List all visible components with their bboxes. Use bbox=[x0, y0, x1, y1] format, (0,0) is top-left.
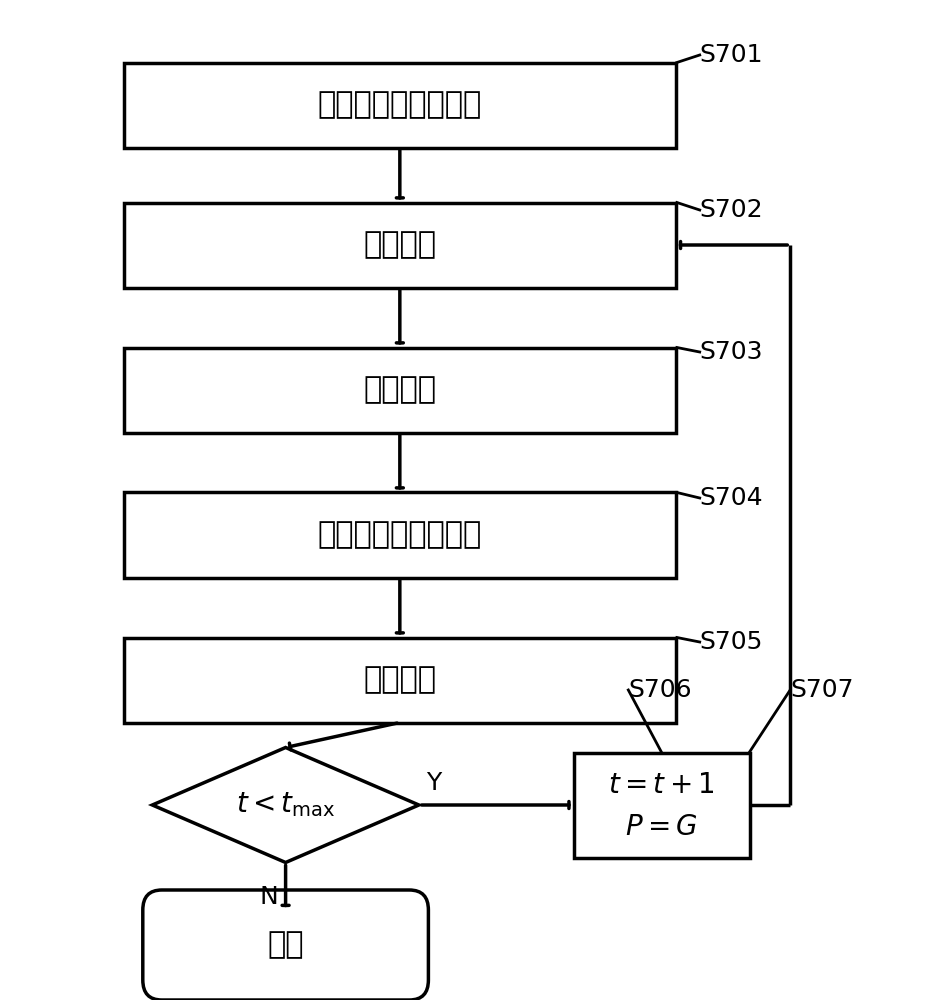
FancyBboxPatch shape bbox=[124, 492, 676, 577]
Text: 初始化遗传算法种群: 初始化遗传算法种群 bbox=[318, 91, 482, 119]
Text: 结束: 结束 bbox=[268, 930, 304, 960]
Text: 交叉变异: 交叉变异 bbox=[364, 231, 436, 259]
Text: S705: S705 bbox=[700, 630, 764, 654]
Text: S706: S706 bbox=[628, 678, 692, 702]
Text: $P = G$: $P = G$ bbox=[625, 813, 698, 841]
Text: 个体优选: 个体优选 bbox=[364, 666, 436, 694]
Text: S707: S707 bbox=[790, 678, 854, 702]
Text: N: N bbox=[259, 884, 278, 908]
FancyBboxPatch shape bbox=[124, 348, 676, 432]
Text: $t = t+1$: $t = t+1$ bbox=[608, 771, 715, 799]
FancyBboxPatch shape bbox=[573, 752, 749, 857]
FancyBboxPatch shape bbox=[124, 62, 676, 147]
Text: S702: S702 bbox=[700, 198, 764, 222]
Text: S704: S704 bbox=[700, 486, 764, 510]
FancyBboxPatch shape bbox=[143, 890, 428, 1000]
FancyBboxPatch shape bbox=[124, 202, 676, 288]
Text: $t < t_{\rm max}$: $t < t_{\rm max}$ bbox=[236, 791, 335, 819]
Text: 合并种群: 合并种群 bbox=[364, 375, 436, 404]
Text: 获取个体圆模型参数: 获取个体圆模型参数 bbox=[318, 520, 482, 550]
Polygon shape bbox=[152, 748, 419, 862]
FancyBboxPatch shape bbox=[124, 638, 676, 722]
Text: Y: Y bbox=[426, 771, 442, 795]
Text: S701: S701 bbox=[700, 43, 764, 67]
Text: S703: S703 bbox=[700, 340, 764, 364]
